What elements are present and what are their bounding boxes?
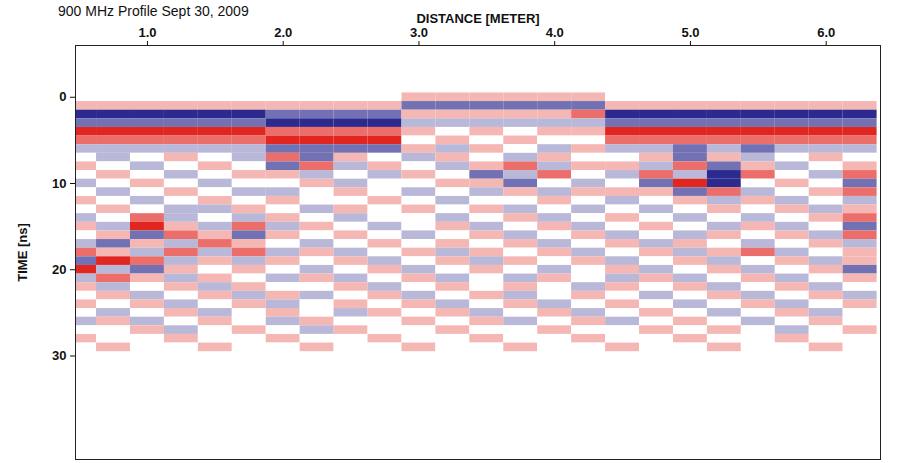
svg-text:20: 20	[52, 262, 66, 277]
svg-text:30: 30	[52, 348, 66, 363]
svg-text:5.0: 5.0	[681, 25, 699, 40]
svg-text:DISTANCE [METER]: DISTANCE [METER]	[416, 11, 539, 26]
svg-text:10: 10	[52, 176, 66, 191]
svg-text:4.0: 4.0	[546, 25, 564, 40]
svg-text:2.0: 2.0	[274, 25, 292, 40]
svg-text:TIME [ns]: TIME [ns]	[15, 223, 30, 282]
svg-text:6.0: 6.0	[817, 25, 835, 40]
html-text:900 MHz Profile Sept 30, 2009: 900 MHz Profile Sept 30, 2009	[58, 3, 249, 19]
svg-text:3.0: 3.0	[410, 25, 428, 40]
svg-text:1.0: 1.0	[138, 25, 156, 40]
svg-text:0: 0	[59, 89, 66, 104]
